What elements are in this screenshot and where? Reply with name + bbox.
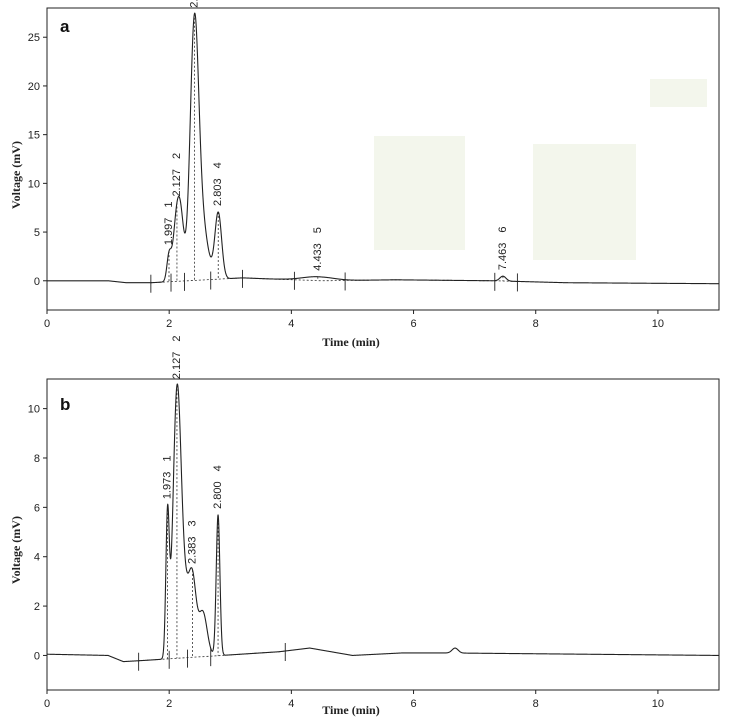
panel-a-y-tick-label: 0	[34, 276, 40, 288]
panel-a-peak-label-3: 2.4133	[188, 0, 200, 8]
panel-b-integration-baseline	[138, 650, 286, 662]
panel-a-peak-label-6: 7.463 6	[497, 227, 509, 271]
panel-b-peak-id-3: 3	[187, 520, 199, 526]
panel-a-peak-rt-1: 1.997	[163, 218, 175, 246]
panel-a-peak-rt-5: 4.433	[312, 243, 324, 271]
panel-a-peak-rt-2: 2.127	[171, 169, 183, 197]
panel-a-peak-rt-6: 7.463	[497, 243, 509, 271]
panel-b-y-tick-label: 4	[34, 552, 40, 564]
panel-b-peak-id-2: 2	[171, 335, 183, 341]
panel-b-x-tick-label: 0	[44, 698, 50, 710]
panel-a-y-tick-label: 20	[28, 81, 40, 93]
panel-a-blank-patch-1	[374, 136, 465, 250]
panel-a-y-tick-label: 15	[28, 130, 40, 142]
panel-a-x-tick-label: 6	[410, 318, 416, 330]
panel-a-peak-label-1: 1.997 1	[163, 201, 175, 245]
panel-a-x-tick-label: 10	[652, 318, 664, 330]
panel-a-peak-rt-4: 2.803	[212, 178, 224, 206]
panel-b-y-tick-label: 0	[34, 650, 40, 662]
panel-b-peak-label-4: 2.800 4	[212, 465, 224, 509]
panel-a-y-tick-label: 25	[28, 32, 40, 44]
panel-a-x-tick-label: 4	[288, 318, 294, 330]
panel-b-y-tick-label: 10	[28, 404, 40, 416]
panel-a-peak-label-4: 2.803 4	[212, 162, 224, 206]
panel-b-y-tick-label: 2	[34, 601, 40, 613]
panel-b-x-tick-label: 10	[652, 698, 664, 710]
panel-b-x-axis-label: Time (min)	[322, 703, 379, 717]
panel-b-y-tick-label: 6	[34, 502, 40, 514]
panel-b-trace	[46, 383, 720, 663]
panel-a-label: a	[60, 17, 70, 36]
panel-a-blank-patch-2	[533, 144, 636, 260]
panel-b-peak-rt-1: 1.973	[162, 472, 174, 500]
panel-a-peak-label-5: 4.433 5	[312, 227, 324, 271]
panel-a-peak-id-6: 6	[497, 227, 509, 233]
panel-a-blank-patch-3	[650, 79, 707, 107]
panel-a-x-tick-label: 2	[166, 318, 172, 330]
panel-b-peak-id-1: 1	[162, 456, 174, 462]
panel-a-peak-id-2: 2	[171, 153, 183, 159]
panel-b: b Time (min) Voltage (mV) 0 2 4 6 8 10 0 2 4 6 8 10…	[9, 335, 720, 717]
panel-a-peak-rt-3: 2.413	[188, 0, 200, 8]
panel-b-peak-label-2: 2.127 2	[171, 335, 183, 379]
panel-b-peak-rt-4: 2.800	[212, 481, 224, 509]
panel-b-peak-rt-3: 2.383	[187, 536, 199, 564]
panel-b-frame	[46, 378, 720, 691]
panel-b-x-tick-label: 8	[533, 698, 539, 710]
panel-a-x-axis-label: Time (min)	[322, 335, 379, 349]
panel-b-x-tick-label: 6	[410, 698, 416, 710]
panel-b-y-tick-label: 8	[34, 453, 40, 465]
panel-a-peak-label-2: 2.127 2	[171, 153, 183, 197]
panel-b-x-tick-label: 4	[288, 698, 294, 710]
panel-a-x-tick-label: 8	[533, 318, 539, 330]
panel-b-peak-label-3: 2.383 3	[187, 520, 199, 564]
panel-b-peak-rt-2: 2.127	[171, 352, 183, 380]
panel-b-label: b	[60, 395, 70, 414]
panel-a-trace	[46, 12, 720, 285]
panel-b-x-tick-label: 2	[166, 698, 172, 710]
panel-b-y-axis-label: Voltage (mV)	[9, 516, 23, 584]
panel-b-peak-label-1: 1.973 1	[162, 456, 174, 500]
panel-a-peak-id-1: 1	[163, 201, 175, 207]
panel-a-y-tick-label: 5	[34, 227, 40, 239]
panel-a: a Time (min) Voltage (mV) 0 2 4 6 8 100510152…	[9, 0, 720, 349]
panel-a-x-tick-label: 0	[44, 318, 50, 330]
panel-a-peak-id-4: 4	[212, 162, 224, 168]
panel-a-frame	[46, 7, 720, 311]
panel-b-peak-id-4: 4	[212, 465, 224, 471]
panel-a-y-tick-label: 10	[28, 178, 40, 190]
panel-a-peak-id-5: 5	[312, 227, 324, 233]
panel-a-y-axis-label: Voltage (mV)	[9, 141, 23, 209]
